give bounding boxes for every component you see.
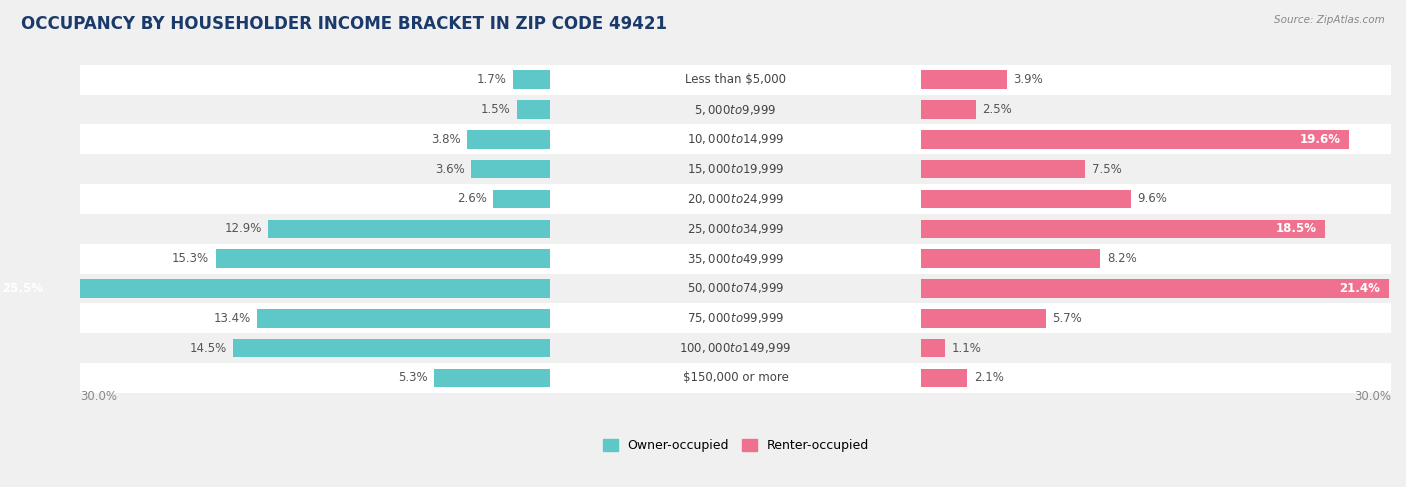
Bar (80, 363, 1391, 393)
Text: 2.5%: 2.5% (983, 103, 1012, 116)
Bar (921, 160, 1085, 178)
Bar (215, 249, 550, 268)
Bar (257, 309, 550, 328)
Bar (921, 339, 945, 357)
Bar (269, 220, 550, 238)
Bar (80, 65, 1391, 94)
Bar (80, 333, 1391, 363)
Bar (513, 71, 550, 89)
Text: 5.7%: 5.7% (1053, 312, 1083, 325)
Text: 30.0%: 30.0% (80, 390, 117, 403)
Bar (921, 309, 1046, 328)
Bar (434, 369, 550, 387)
Bar (80, 214, 1391, 244)
Bar (921, 220, 1326, 238)
Bar (921, 130, 1350, 149)
Text: $25,000 to $34,999: $25,000 to $34,999 (688, 222, 785, 236)
Bar (80, 94, 1391, 125)
Bar (921, 369, 967, 387)
Text: 2.1%: 2.1% (974, 372, 1004, 384)
Text: 14.5%: 14.5% (190, 341, 226, 355)
Bar (517, 100, 550, 119)
Text: $35,000 to $49,999: $35,000 to $49,999 (688, 252, 785, 265)
Bar (494, 190, 550, 208)
Text: $15,000 to $19,999: $15,000 to $19,999 (688, 162, 785, 176)
Bar (921, 279, 1389, 298)
Bar (233, 339, 550, 357)
Text: $5,000 to $9,999: $5,000 to $9,999 (695, 103, 778, 116)
Text: $150,000 or more: $150,000 or more (683, 372, 789, 384)
Text: 2.6%: 2.6% (457, 192, 486, 206)
Text: $10,000 to $14,999: $10,000 to $14,999 (688, 132, 785, 147)
Text: $75,000 to $99,999: $75,000 to $99,999 (688, 311, 785, 325)
Text: $50,000 to $74,999: $50,000 to $74,999 (688, 281, 785, 296)
Text: 13.4%: 13.4% (214, 312, 250, 325)
Bar (471, 160, 550, 178)
Bar (921, 100, 976, 119)
Bar (921, 71, 1007, 89)
Bar (467, 130, 550, 149)
Text: 9.6%: 9.6% (1137, 192, 1167, 206)
Legend: Owner-occupied, Renter-occupied: Owner-occupied, Renter-occupied (598, 434, 873, 457)
Text: 18.5%: 18.5% (1275, 222, 1317, 235)
Bar (80, 244, 1391, 274)
Text: 1.1%: 1.1% (952, 341, 981, 355)
Text: 7.5%: 7.5% (1091, 163, 1122, 176)
Text: 8.2%: 8.2% (1107, 252, 1137, 265)
Text: 25.5%: 25.5% (1, 282, 42, 295)
Text: 3.6%: 3.6% (434, 163, 465, 176)
Text: 1.5%: 1.5% (481, 103, 510, 116)
Text: $20,000 to $24,999: $20,000 to $24,999 (688, 192, 785, 206)
Text: 1.7%: 1.7% (477, 73, 506, 86)
Bar (0, 279, 550, 298)
Bar (80, 274, 1391, 303)
Bar (80, 154, 1391, 184)
Text: 30.0%: 30.0% (1354, 390, 1391, 403)
Bar (80, 184, 1391, 214)
Text: Source: ZipAtlas.com: Source: ZipAtlas.com (1274, 15, 1385, 25)
Text: 12.9%: 12.9% (225, 222, 262, 235)
Bar (80, 125, 1391, 154)
Text: 3.9%: 3.9% (1014, 73, 1043, 86)
Text: $100,000 to $149,999: $100,000 to $149,999 (679, 341, 792, 355)
Text: 19.6%: 19.6% (1299, 133, 1341, 146)
Bar (80, 303, 1391, 333)
Text: 3.8%: 3.8% (430, 133, 460, 146)
Text: 5.3%: 5.3% (398, 372, 427, 384)
Bar (921, 190, 1130, 208)
Text: OCCUPANCY BY HOUSEHOLDER INCOME BRACKET IN ZIP CODE 49421: OCCUPANCY BY HOUSEHOLDER INCOME BRACKET … (21, 15, 666, 33)
Bar (921, 249, 1101, 268)
Text: 21.4%: 21.4% (1339, 282, 1381, 295)
Text: Less than $5,000: Less than $5,000 (685, 73, 786, 86)
Text: 15.3%: 15.3% (172, 252, 209, 265)
